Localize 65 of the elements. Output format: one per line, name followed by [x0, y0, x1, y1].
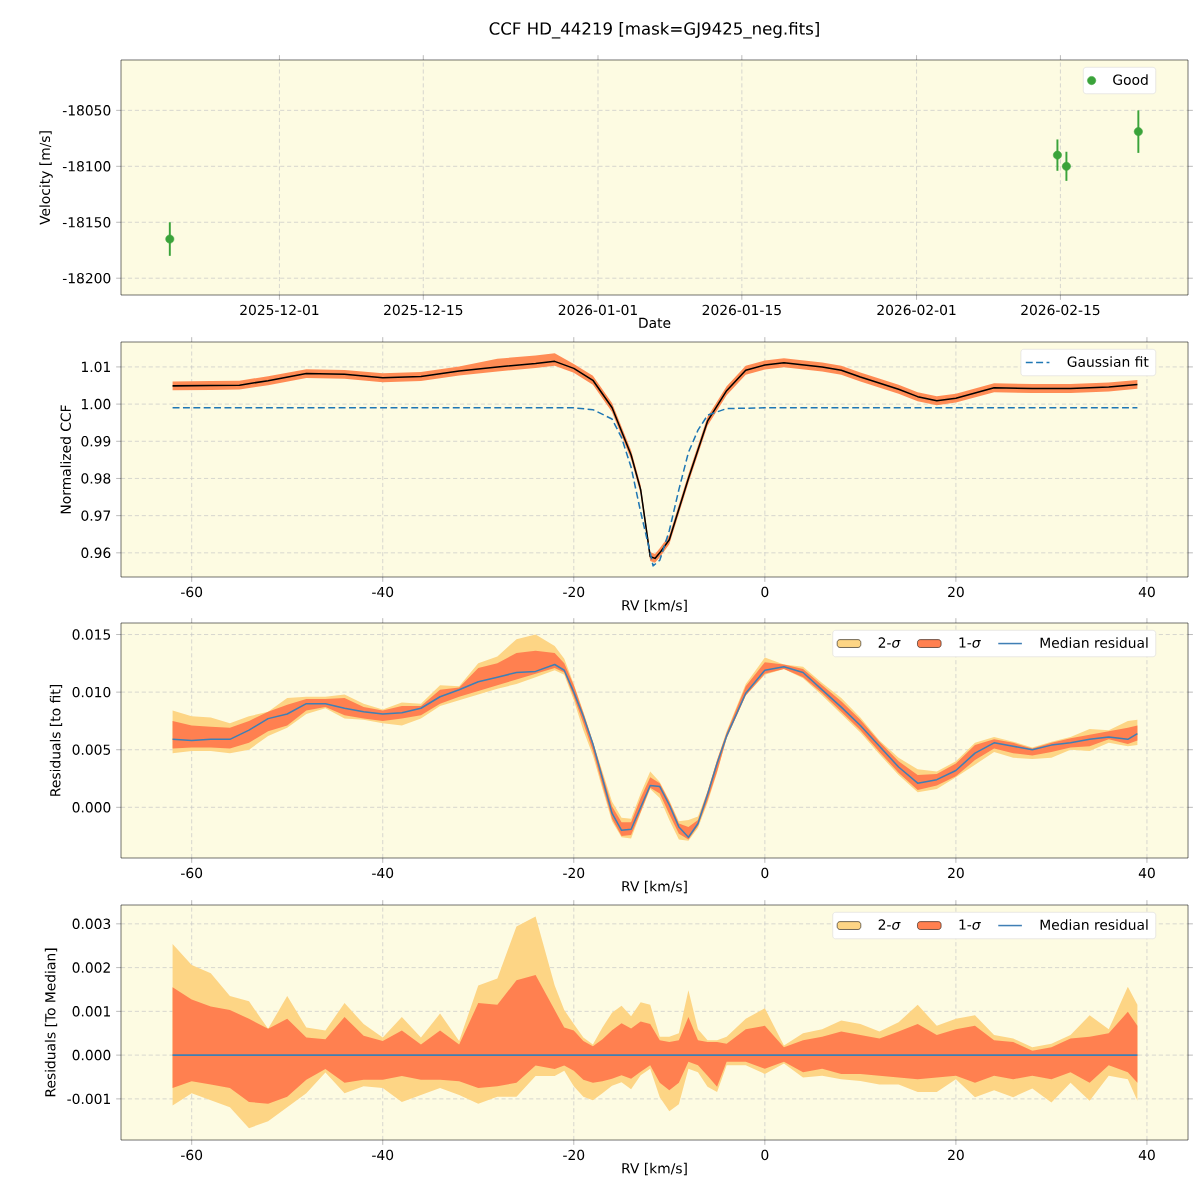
point [1133, 127, 1143, 137]
y-axis-title: Residuals [to fit] [49, 685, 63, 796]
x-tick-label: 2026-02-01 [877, 304, 956, 316]
y-tick-label: 0.000 [72, 1049, 111, 1061]
y-axis-title: Normalized CCF [60, 405, 71, 514]
legend-label: Gaussian fit [1067, 356, 1149, 367]
x-tick-label: 20 [948, 867, 964, 879]
y-axis-title: Residuals [To Median] [44, 948, 58, 1097]
x-tick-label: 0 [761, 586, 769, 598]
x-tick-label: 2026-01-01 [558, 304, 637, 316]
chart-title: CCF HD_44219 [mask=GJ9425_neg.fits] [489, 21, 819, 39]
y-tick-label: -18100 [62, 161, 111, 172]
legend-label: 2-σ [878, 919, 901, 930]
x-tick-label: 2026-02-15 [1021, 304, 1100, 316]
x-tick-label: 2026-01-15 [702, 304, 781, 316]
x-tick-label: -20 [563, 586, 585, 598]
y-tick-label: 0.003 [72, 918, 111, 930]
y-tick-label: 0.015 [72, 629, 111, 640]
y-tick-label: 0.010 [72, 686, 111, 698]
y-tick-label: -0.001 [67, 1093, 110, 1105]
legend-label: Good [1113, 74, 1148, 85]
y-tick-label: 0.99 [81, 436, 111, 447]
point [165, 234, 175, 244]
x-tick-label: -40 [372, 867, 394, 879]
point [1061, 161, 1071, 171]
line-series [171, 407, 1139, 567]
y-tick-label: 0.96 [81, 547, 111, 559]
x-axis-title: RV [km/s] [622, 1162, 687, 1176]
x-tick-label: 20 [948, 1149, 964, 1161]
x-tick-label: 40 [1138, 867, 1155, 879]
legend-label: Median residual [1040, 637, 1148, 648]
y-tick-label: -18050 [62, 105, 111, 116]
x-tick-label: -20 [563, 867, 585, 879]
legend-label: Median residual [1040, 919, 1148, 930]
x-tick-label: 0 [761, 867, 769, 879]
y-tick-label: 1.01 [81, 361, 110, 373]
y-tick-label: 0.005 [72, 744, 111, 755]
x-tick-label: 40 [1138, 1149, 1155, 1161]
x-tick-label: 40 [1138, 586, 1155, 598]
x-tick-label: 20 [948, 586, 964, 598]
x-tick-label: 0 [761, 1149, 769, 1161]
x-tick-label: -40 [372, 1149, 394, 1161]
x-tick-label: -60 [181, 586, 203, 598]
legend-label: 2-σ [878, 637, 901, 648]
legend-label: 1-σ [959, 919, 981, 930]
y-tick-label: -18200 [62, 272, 111, 284]
y-tick-label: 0.002 [72, 962, 110, 973]
x-tick-label: -20 [563, 1149, 585, 1161]
y-tick-label: 0.000 [72, 802, 111, 813]
x-tick-label: -60 [181, 1149, 203, 1161]
x-tick-label: 2025-12-15 [384, 304, 463, 316]
x-tick-label: -40 [372, 586, 394, 598]
x-tick-label: 2025-12-01 [240, 304, 319, 316]
point [1052, 150, 1062, 160]
y-tick-label: 1.00 [81, 398, 111, 410]
y-tick-label: 0.97 [81, 510, 111, 521]
y-tick-label: 0.001 [72, 1006, 110, 1017]
x-tick-label: -60 [181, 867, 203, 879]
y-tick-label: -18150 [62, 217, 111, 228]
y-tick-label: 0.98 [81, 473, 111, 484]
x-axis-title: RV [km/s] [622, 880, 687, 894]
y-axis-title: Velocity [m/s] [39, 131, 53, 225]
legend-label: 1-σ [959, 637, 981, 648]
x-axis-title: Date [639, 317, 671, 329]
x-axis-title: RV [km/s] [622, 599, 687, 613]
